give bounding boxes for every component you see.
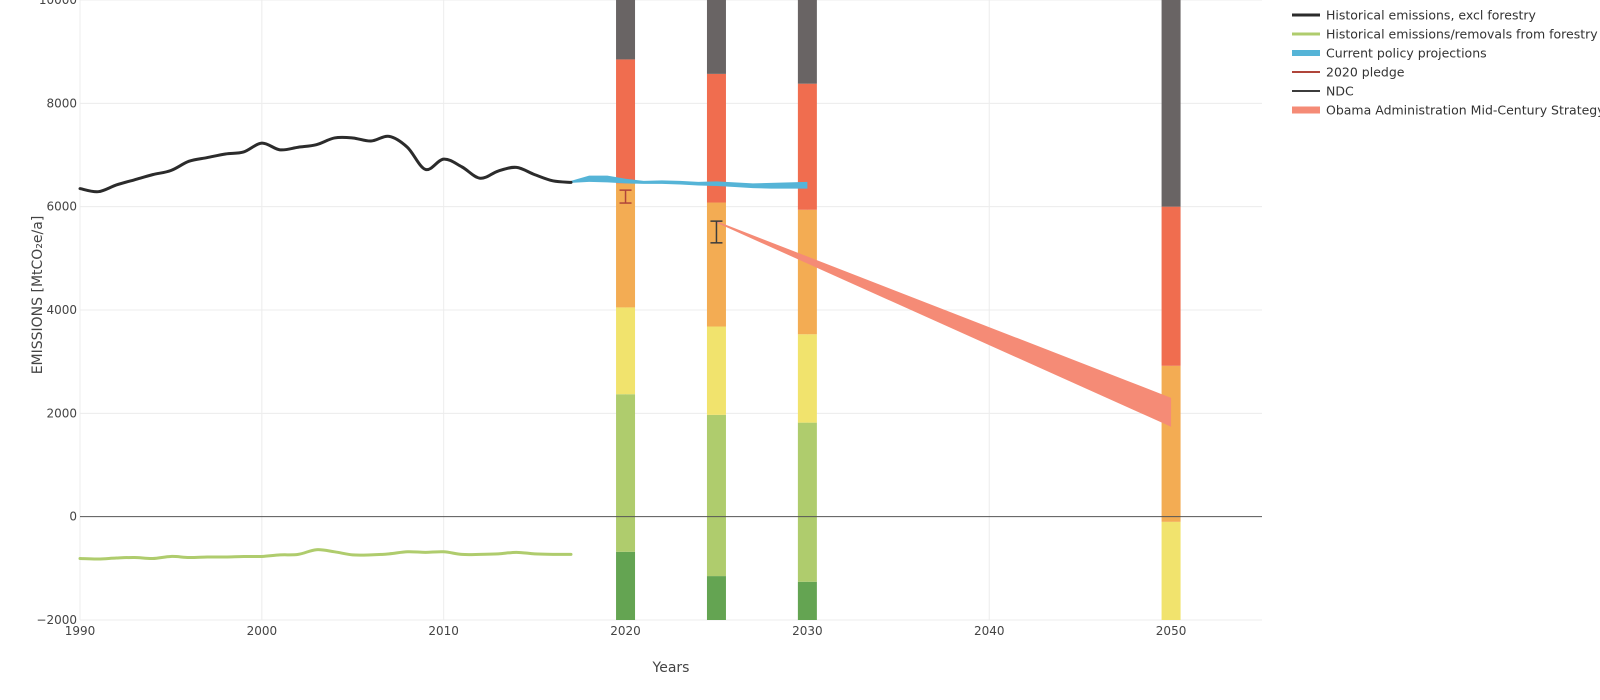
grid-lines bbox=[79, 0, 1262, 621]
current-policy-band bbox=[570, 175, 808, 189]
historical-line bbox=[78, 134, 573, 194]
y-tick-4000: 4000 bbox=[46, 303, 77, 317]
legend: Historical emissions, excl forestry Histo… bbox=[1292, 8, 1600, 118]
y-tick--2000: −2000 bbox=[36, 613, 77, 627]
legend-label-forestry: Historical emissions/removals from fores… bbox=[1326, 27, 1598, 42]
series-lines bbox=[78, 134, 573, 561]
x-tick-2040: 2040 bbox=[974, 624, 1005, 638]
rating-bar-2020-segment-5 bbox=[616, 0, 636, 60]
y-tick-10000: 10000 bbox=[39, 0, 77, 7]
legend-label-current_policy: Current policy projections bbox=[1326, 46, 1487, 61]
rating-bar-2025-segment-2 bbox=[706, 326, 726, 415]
obama-strategy-band bbox=[716, 221, 1172, 427]
y-tick-6000: 6000 bbox=[46, 200, 77, 214]
y-tick-2000: 2000 bbox=[46, 406, 77, 420]
x-tick-2030: 2030 bbox=[792, 624, 823, 638]
rating-bar-2025-segment-5 bbox=[706, 0, 726, 74]
x-axis-title: Years bbox=[652, 660, 690, 676]
rating-bar-2020-segment-2 bbox=[616, 307, 636, 395]
legend-label-historical: Historical emissions, excl forestry bbox=[1326, 8, 1537, 23]
rating-bar-2030-segment-3 bbox=[797, 209, 817, 335]
rating-bar-2025-segment-3 bbox=[706, 202, 726, 327]
rating-bar-2050-segment-2 bbox=[1161, 206, 1181, 366]
legend-label-ndc: NDC bbox=[1326, 84, 1354, 99]
rating-bar-2030-segment-5 bbox=[797, 0, 817, 84]
y-tick-0: 0 bbox=[69, 510, 77, 524]
rating-bar-2030-segment-2 bbox=[797, 334, 817, 423]
y-tick-labels: −2000 0 2000 4000 6000 8000 10000 bbox=[36, 0, 77, 627]
x-tick-2000: 2000 bbox=[247, 624, 278, 638]
rating-bar-2050-segment-3 bbox=[1161, 0, 1181, 207]
x-tick-2010: 2010 bbox=[428, 624, 459, 638]
rating-bar-2020-segment-0 bbox=[616, 551, 636, 620]
rating-bar-2030-segment-0 bbox=[797, 581, 817, 620]
y-tick-8000: 8000 bbox=[46, 96, 77, 110]
x-tick-2050: 2050 bbox=[1156, 624, 1187, 638]
rating-bar-2050-segment-1 bbox=[1161, 365, 1181, 522]
rating-bar-2025-segment-1 bbox=[706, 414, 726, 577]
rating-bar-2020-segment-4 bbox=[616, 59, 636, 184]
forestry-line bbox=[78, 548, 573, 561]
legend-label-pledge: 2020 pledge bbox=[1326, 65, 1405, 80]
x-tick-2020: 2020 bbox=[610, 624, 641, 638]
rating-bar-2025-segment-4 bbox=[706, 73, 726, 203]
rating-bar-2025-segment-0 bbox=[706, 576, 726, 620]
x-tick-1990: 1990 bbox=[65, 624, 96, 638]
legend-label-obama: Obama Administration Mid-Century Strateg… bbox=[1326, 103, 1600, 118]
rating-bars bbox=[616, 0, 1181, 620]
rating-bar-2050-segment-0 bbox=[1161, 521, 1181, 620]
rating-bar-2030-segment-1 bbox=[797, 422, 817, 582]
projection-bands bbox=[570, 175, 1172, 427]
pledge-markers bbox=[619, 189, 723, 244]
y-axis-title: EMISSIONS [MtCO₂e/a] bbox=[30, 216, 46, 375]
rating-bar-2030-segment-4 bbox=[797, 83, 817, 210]
rating-bar-2020-segment-1 bbox=[616, 394, 636, 552]
x-tick-labels: 1990 2000 2010 2020 2030 2040 2050 bbox=[65, 624, 1187, 638]
rating-bar-2020-segment-3 bbox=[616, 183, 636, 308]
